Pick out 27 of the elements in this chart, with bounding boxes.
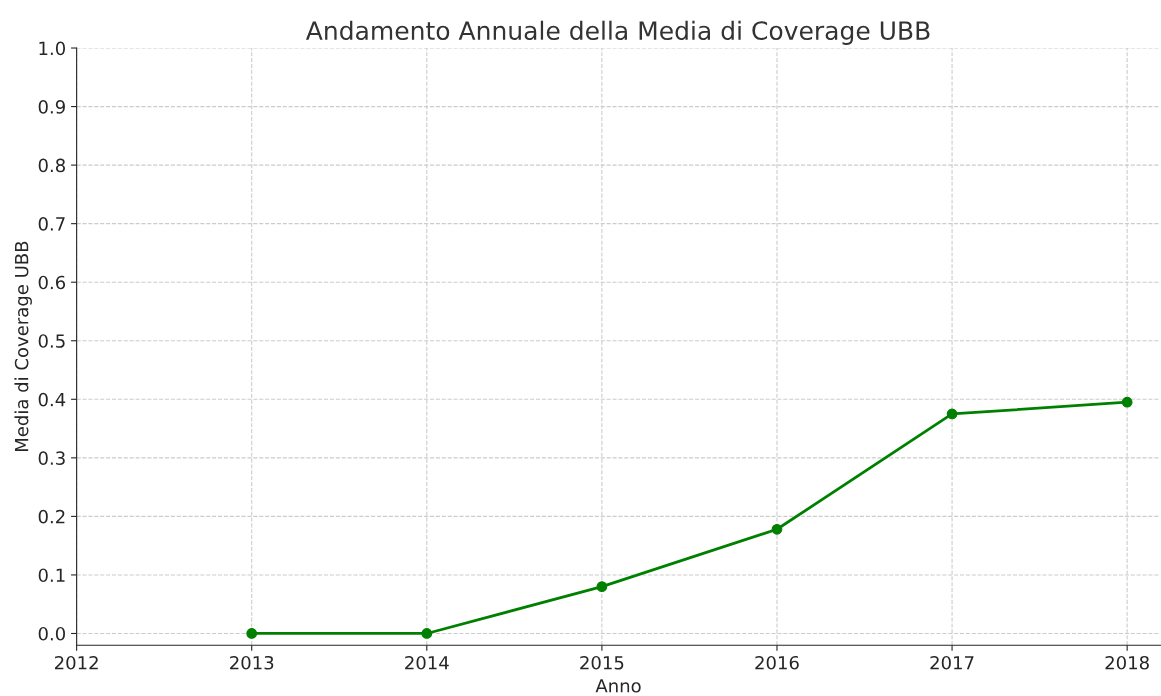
x-axis-title: Anno: [595, 679, 641, 693]
point: [596, 581, 608, 593]
x-tick-label: 2013: [230, 655, 274, 670]
chart-title: Andamento Annuale della Media di Coverage UBB: [305, 20, 930, 45]
y-tick-label: 0.1: [38, 568, 65, 583]
y-tick-label: 0.6: [38, 275, 66, 290]
point: [946, 408, 958, 420]
x-tick-label: 2012: [54, 655, 98, 670]
y-tick-label: 0.7: [38, 217, 65, 231]
x-tick-label: 2016: [755, 655, 799, 670]
y-tick-label: 1.0: [39, 41, 66, 56]
y-tick-label: 0.8: [38, 158, 65, 173]
y-tick-label: 0.2: [38, 509, 65, 524]
x-tick-label: 2014: [405, 655, 449, 670]
y-tick-label: 0.5: [38, 334, 65, 348]
y-tick-label: 0.4: [38, 392, 66, 407]
x-tick-label: 2015: [580, 655, 624, 670]
point: [421, 628, 433, 639]
y-tick-label: 0.0: [38, 626, 66, 641]
x-tick-label: 2017: [930, 655, 974, 670]
y-tick-label: 0.3: [38, 451, 65, 465]
point: [246, 628, 258, 639]
point: [771, 523, 783, 535]
y-tick-label: 0.9: [38, 100, 65, 114]
y-axis-title: Media di Coverage UBB: [14, 241, 32, 452]
x-tick-label: 2018: [1105, 655, 1149, 670]
point: [1121, 396, 1133, 408]
